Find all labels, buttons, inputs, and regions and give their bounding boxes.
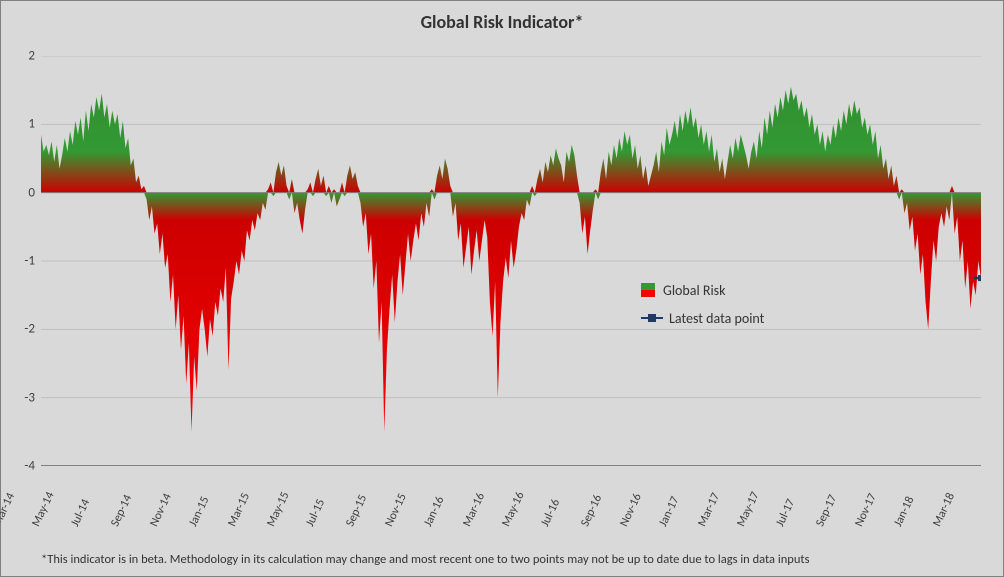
legend-swatch-series (641, 283, 655, 297)
chart-container: Global Risk Indicator* -4 -3 -2 -1 0 1 2 Mar-1… (0, 0, 1004, 577)
x-tick-label: Sep-16 (578, 493, 605, 529)
y-tick-label: -3 (24, 390, 35, 405)
x-tick-label: Sep-14 (108, 493, 135, 529)
plot-area (41, 56, 981, 466)
y-tick-label: 0 (28, 185, 35, 200)
x-tick-label: Nov-16 (617, 491, 644, 529)
y-tick-label: -1 (24, 254, 35, 269)
legend-latest-label: Latest data point (669, 310, 764, 327)
x-tick-label: Nov-15 (382, 491, 409, 529)
legend-line-latest (641, 311, 663, 325)
x-tick-label: Jan-16 (421, 494, 447, 529)
x-tick-label: May-14 (29, 490, 57, 529)
x-tick-label: May-16 (499, 490, 527, 529)
x-tick-label: Mar-18 (930, 491, 958, 529)
y-tick-label: 1 (28, 117, 35, 132)
y-tick-label: 2 (28, 49, 35, 64)
x-tick-label: Sep-15 (343, 493, 370, 529)
plot-svg (41, 56, 981, 466)
chart-footnote: *This indicator is in beta. Methodology … (41, 552, 981, 568)
x-tick-label: Jan-18 (891, 494, 917, 529)
x-tick-label: Jul-14 (69, 497, 94, 529)
x-tick-label: Mar-17 (695, 491, 723, 529)
x-tick-label: Mar-15 (225, 491, 253, 529)
y-tick-label: -2 (24, 322, 35, 337)
x-tick-label: May-17 (734, 490, 762, 529)
y-tick-label: -4 (24, 459, 35, 474)
legend-series-label: Global Risk (663, 282, 726, 299)
x-axis: Mar-14May-14Jul-14Sep-14Nov-14Jan-15Mar-… (41, 469, 981, 529)
x-tick-label: Jul-15 (304, 497, 329, 529)
y-axis: -4-3-2-1012 (1, 56, 39, 466)
x-tick-label: Nov-14 (147, 491, 174, 529)
x-tick-label: Jul-16 (539, 497, 564, 529)
legend: Global Risk Latest data point (641, 276, 831, 336)
x-tick-label: Sep-17 (813, 493, 840, 529)
x-tick-label: Nov-17 (852, 491, 879, 529)
x-tick-label: Jul-17 (774, 497, 799, 529)
x-tick-label: May-15 (264, 490, 292, 529)
legend-row-series: Global Risk (641, 276, 831, 304)
x-tick-label: Mar-16 (460, 491, 488, 529)
chart-title: Global Risk Indicator* (1, 1, 1003, 33)
x-tick-label: Jan-17 (656, 494, 682, 529)
legend-row-latest: Latest data point (641, 304, 831, 332)
x-tick-label: Mar-14 (0, 491, 18, 529)
x-tick-label: Jan-15 (186, 494, 212, 529)
